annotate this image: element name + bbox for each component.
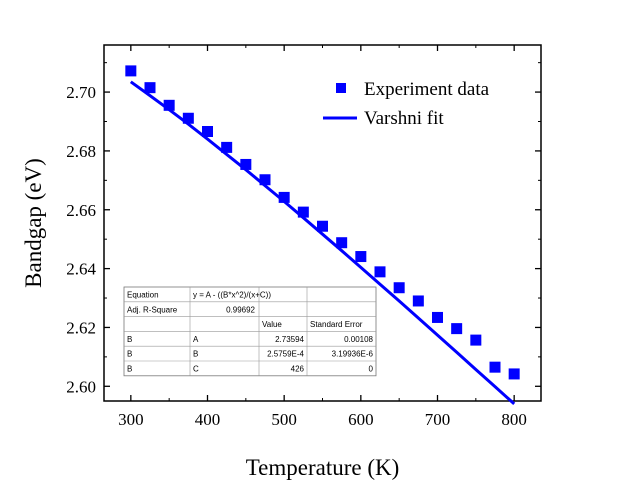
data-point [317,220,328,232]
x-tick-label: 400 [195,410,221,429]
fit-table-cell: B [127,335,132,344]
legend-marker-experiment [336,83,346,93]
fit-table-cell: A [193,335,199,344]
fit-table-cell: 2.73594 [275,335,304,344]
y-axis-title: Bandgap (eV) [21,158,46,288]
x-tick-label: 300 [118,410,144,429]
data-point [489,361,501,373]
data-point [355,251,367,263]
fit-table-cell: 3.19936E-6 [332,350,374,359]
data-point [470,334,482,346]
data-point [259,174,271,186]
data-point [508,368,520,380]
fit-table-cell: Value [262,320,282,329]
data-point [240,158,252,170]
y-tick-label: 2.68 [66,142,96,161]
fit-table-cell: 0.00108 [344,335,373,344]
data-point [144,82,156,94]
data-point [202,125,213,137]
data-point [374,266,386,278]
fit-table-cell: y = A - ((B*x^2)/(x+C)) [193,291,271,300]
y-tick-label: 2.66 [66,201,96,220]
fit-table-cell: C [193,365,199,374]
fit-table-cell: B [127,365,132,374]
data-point [336,237,348,249]
data-point [451,323,463,335]
x-tick-label: 800 [501,410,527,429]
fit-line-layer [129,80,516,406]
y-tick-label: 2.70 [66,83,96,102]
varshni-fit-line [129,80,516,406]
data-point [412,295,424,307]
x-tick-label: 700 [425,410,451,429]
fit-results-table: Equation y = A - ((B*x^2)/(x+C)) Adj. R-Sq… [123,286,377,377]
legend: Experiment data Varshni fit [323,79,490,129]
y-tick-label: 2.62 [66,318,96,337]
data-point [221,141,233,153]
data-point [163,99,175,111]
data-point [393,282,405,294]
data-point [125,65,137,77]
data-point [297,206,309,218]
data-point [278,191,290,203]
x-axis-title: Temperature (K) [246,455,400,480]
x-tick-label: 600 [348,410,374,429]
fit-table-cell: 0 [369,365,374,374]
x-tick-label: 500 [271,410,297,429]
fit-table-cell: 2.5759E-4 [267,350,304,359]
fit-table-cell: Adj. R-Square [127,305,178,314]
fit-table-cell: B [193,350,198,359]
fit-table-cell: 0.99692 [226,305,255,314]
data-points-layer [125,65,520,380]
data-point [432,311,443,323]
fit-table-cell: Equation [127,291,159,300]
x-axis: 300 400 500 600 700 800 [118,45,527,429]
y-tick-label: 2.60 [66,377,96,396]
legend-label-fit: Varshni fit [364,108,444,129]
fit-table-cell: Standard Error [310,320,363,329]
y-axis: 2.60 2.62 2.64 2.66 2.68 2.70 [66,62,541,396]
data-point [182,112,194,124]
legend-label-experiment: Experiment data [364,79,490,100]
y-tick-label: 2.64 [66,260,96,279]
fit-table-cell: 426 [291,365,305,374]
fit-table-cell: B [127,350,132,359]
